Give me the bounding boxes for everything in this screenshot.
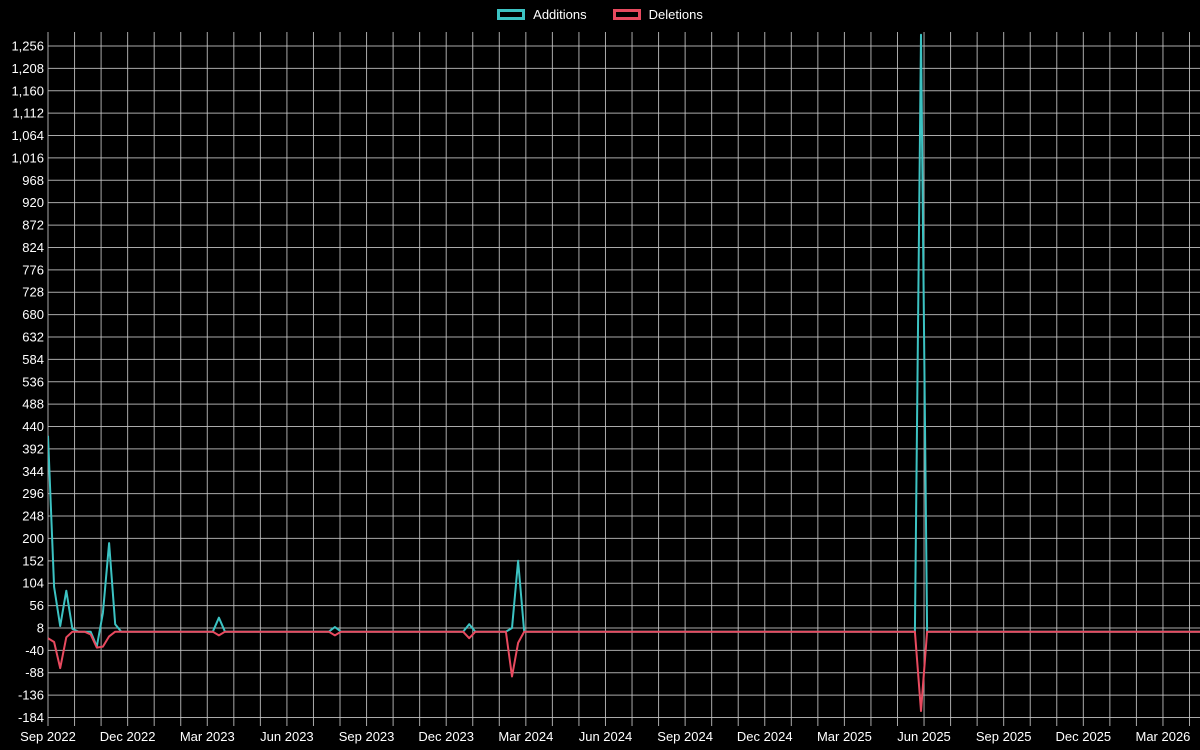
x-tick-label: Dec 2022 <box>100 729 156 744</box>
y-tick-label: 1,016 <box>11 150 44 165</box>
y-tick-label: 728 <box>22 285 44 300</box>
y-tick-label: 344 <box>22 464 44 479</box>
x-tick-label: Jun 2025 <box>897 729 951 744</box>
y-tick-label: 1,112 <box>12 106 44 121</box>
y-tick-label: 248 <box>22 509 44 524</box>
y-tick-label: -136 <box>18 688 44 703</box>
x-tick-label: Mar 2024 <box>498 729 553 744</box>
y-tick-label: -184 <box>18 710 44 725</box>
series-group <box>48 33 1200 712</box>
y-tick-label: 152 <box>22 553 44 568</box>
y-tick-label: 680 <box>22 307 44 322</box>
y-tick-label: 56 <box>30 598 44 613</box>
y-tick-label: 1,160 <box>11 83 44 98</box>
y-tick-label: 632 <box>22 329 44 344</box>
x-tick-label: Mar 2023 <box>180 729 235 744</box>
y-tick-label: 536 <box>22 374 44 389</box>
y-tick-label: 488 <box>22 397 44 412</box>
x-tick-label: Dec 2024 <box>737 729 793 744</box>
y-tick-label: 8 <box>37 620 44 635</box>
y-tick-label: -40 <box>25 643 44 658</box>
y-tick-label: 200 <box>22 531 44 546</box>
y-tick-label: 1,064 <box>11 128 44 143</box>
additions-swatch-icon <box>497 9 526 20</box>
y-tick-label: 584 <box>22 352 44 367</box>
gridlines <box>47 32 1200 726</box>
legend-item-additions[interactable]: Additions <box>497 7 587 22</box>
y-tick-label: 392 <box>22 441 44 456</box>
series-line-deletions[interactable] <box>48 630 1200 712</box>
x-tick-label: Sep 2025 <box>976 729 1032 744</box>
legend-item-deletions[interactable]: Deletions <box>612 7 703 22</box>
x-tick-label: Sep 2023 <box>339 729 395 744</box>
x-tick-label: Dec 2023 <box>418 729 474 744</box>
y-tick-label: 296 <box>22 486 44 501</box>
x-tick-label: Dec 2025 <box>1055 729 1111 744</box>
legend-label-deletions: Deletions <box>648 7 703 22</box>
y-tick-label: 440 <box>22 419 44 434</box>
y-tick-label: 1,256 <box>11 39 44 54</box>
y-tick-label: 872 <box>22 218 44 233</box>
x-tick-label: Jun 2023 <box>260 729 314 744</box>
y-tick-label: 968 <box>22 173 44 188</box>
x-tick-label: Mar 2025 <box>817 729 872 744</box>
y-tick-label: 104 <box>22 576 44 591</box>
y-tick-label: 1,208 <box>11 61 44 76</box>
y-tick-label: 776 <box>22 262 44 277</box>
y-tick-label: -88 <box>25 665 44 680</box>
y-tick-label: 824 <box>22 240 44 255</box>
deletions-swatch-icon <box>612 9 641 20</box>
y-tick-label: 920 <box>22 195 44 210</box>
chart-legend: Additions Deletions <box>0 8 1200 21</box>
x-tick-label: Jun 2024 <box>579 729 633 744</box>
x-tick-label: Mar 2026 <box>1135 729 1190 744</box>
legend-label-additions: Additions <box>533 7 587 22</box>
x-axis-labels: Sep 2022 Dec 2022 Mar 2023 Jun 2023 Sep 2023… <box>20 729 1190 744</box>
x-tick-label: Sep 2022 <box>20 729 76 744</box>
x-tick-label: Sep 2024 <box>657 729 713 744</box>
y-axis-labels: 1,2561,2081,1601,1121,0641,0169689208728… <box>11 39 44 726</box>
